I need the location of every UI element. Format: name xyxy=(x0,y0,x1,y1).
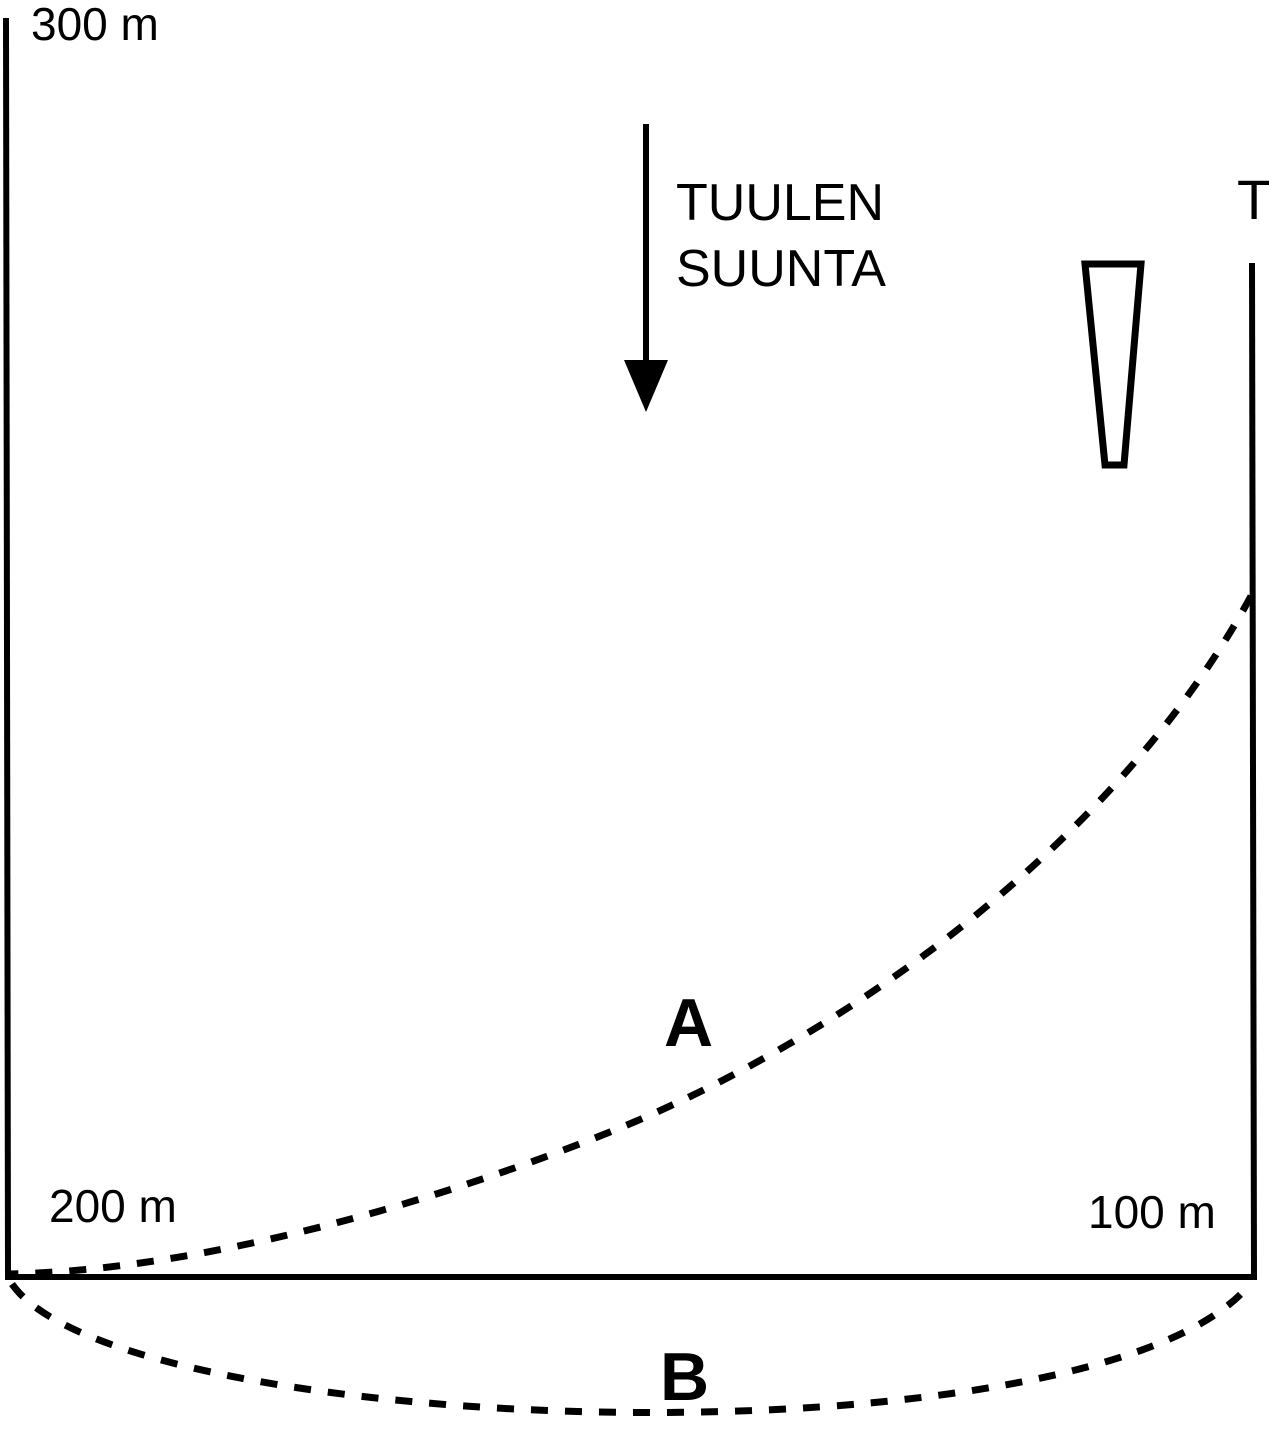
top-left-distance-label: 300 m xyxy=(31,0,159,50)
wind-direction-line1: TUULEN xyxy=(676,174,884,232)
bottom-left-distance-label: 200 m xyxy=(49,1180,177,1232)
bottom-right-distance-label: 100 m xyxy=(1088,1186,1216,1238)
route-b-label: B xyxy=(660,1339,709,1415)
down-arrow-icon xyxy=(624,124,668,412)
left-boundary-line xyxy=(3,17,11,1280)
windsock-icon xyxy=(1081,260,1145,469)
target-marker-label: T xyxy=(1237,168,1269,231)
route-b-curve xyxy=(9,1281,1253,1416)
route-a-label: A xyxy=(664,985,713,1061)
route-a-curve xyxy=(9,594,1255,1278)
right-boundary-line xyxy=(1249,262,1257,1281)
wind-direction-line2: SUUNTA xyxy=(676,240,886,298)
